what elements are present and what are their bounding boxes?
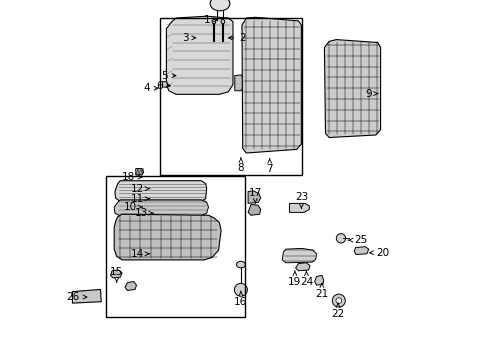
Ellipse shape	[210, 0, 229, 11]
Text: 12: 12	[131, 184, 149, 194]
Polygon shape	[314, 275, 323, 285]
Polygon shape	[354, 247, 368, 255]
Text: 3: 3	[182, 33, 195, 43]
Text: 26: 26	[66, 292, 87, 302]
Text: 17: 17	[248, 188, 262, 203]
Text: 23: 23	[294, 192, 307, 208]
Polygon shape	[289, 203, 309, 212]
Text: 11: 11	[131, 194, 149, 204]
Polygon shape	[242, 17, 301, 153]
Ellipse shape	[221, 19, 224, 24]
Text: 5: 5	[161, 71, 176, 81]
Polygon shape	[247, 204, 260, 215]
Text: 4: 4	[143, 83, 158, 93]
Text: 19: 19	[288, 271, 301, 287]
Polygon shape	[234, 75, 242, 91]
Polygon shape	[115, 181, 206, 202]
Circle shape	[336, 234, 345, 243]
Circle shape	[332, 294, 345, 307]
Text: 24: 24	[299, 271, 312, 287]
Polygon shape	[110, 270, 122, 278]
Text: 15: 15	[110, 267, 123, 282]
Circle shape	[335, 298, 341, 303]
Text: 25: 25	[347, 235, 366, 245]
Polygon shape	[324, 40, 380, 138]
Text: 9: 9	[365, 89, 377, 99]
Text: 7: 7	[266, 159, 272, 174]
Text: 2: 2	[228, 33, 245, 43]
Text: 21: 21	[315, 283, 328, 299]
Polygon shape	[114, 200, 208, 216]
Polygon shape	[247, 191, 260, 203]
Polygon shape	[295, 263, 309, 271]
Text: 10: 10	[123, 202, 142, 212]
Ellipse shape	[236, 261, 245, 268]
Bar	[160, 18, 302, 175]
Polygon shape	[136, 168, 143, 175]
Text: 16: 16	[234, 291, 247, 307]
Polygon shape	[114, 214, 221, 260]
Text: 1: 1	[203, 15, 217, 25]
Text: 8: 8	[237, 158, 244, 174]
Text: 18: 18	[122, 172, 142, 182]
Text: 20: 20	[369, 248, 389, 258]
Text: 14: 14	[131, 249, 149, 259]
Polygon shape	[72, 289, 101, 303]
Ellipse shape	[212, 19, 215, 24]
Polygon shape	[166, 16, 232, 94]
Text: 6: 6	[156, 81, 170, 91]
Text: 22: 22	[331, 303, 344, 319]
Circle shape	[234, 283, 247, 296]
Polygon shape	[125, 282, 136, 291]
Text: 13: 13	[134, 208, 153, 218]
Bar	[106, 176, 244, 317]
Polygon shape	[162, 82, 167, 87]
Polygon shape	[282, 248, 316, 263]
